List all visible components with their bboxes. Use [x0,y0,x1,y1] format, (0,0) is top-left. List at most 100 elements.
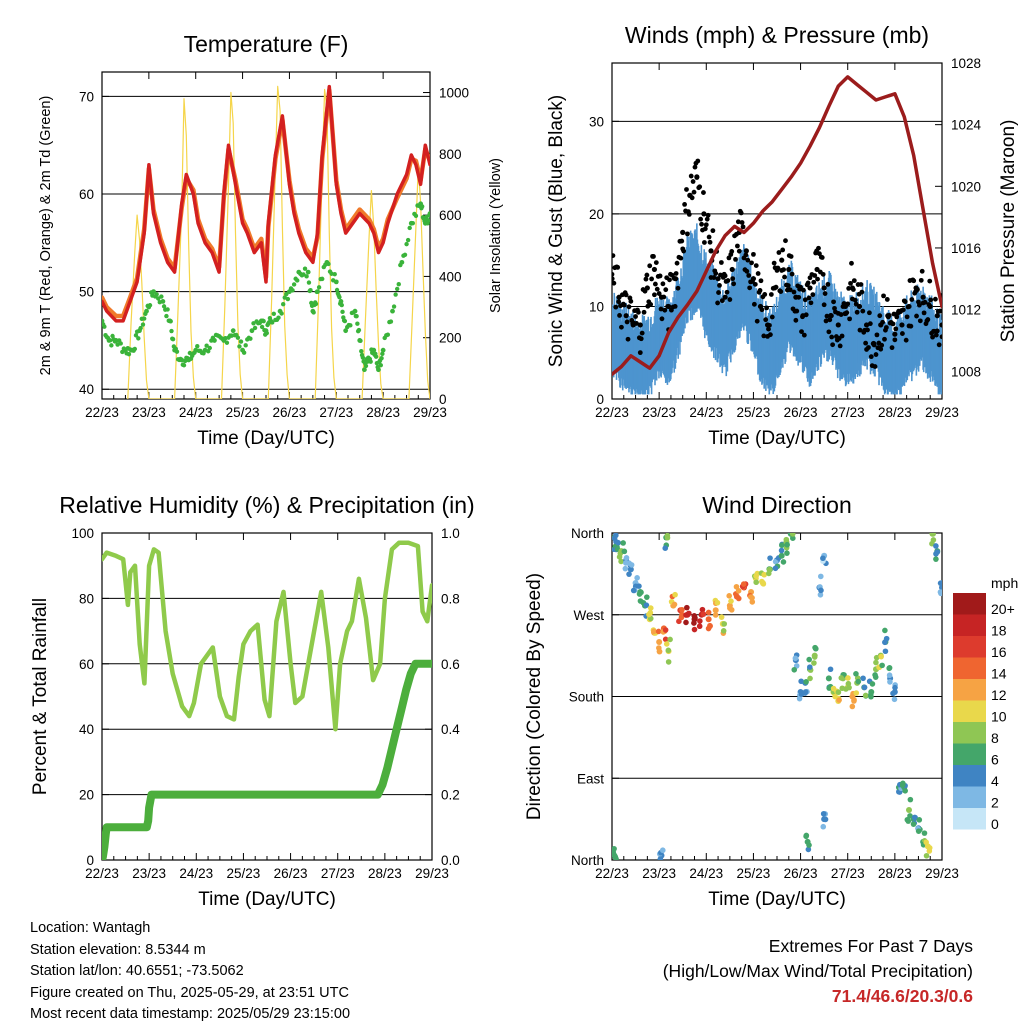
gust-point [657,273,663,279]
wind-direction-point [651,628,657,635]
y-tick-label: 20 [79,788,94,803]
y2-tick-label: 0.0 [441,853,460,868]
x-tick-label: 29/23 [415,866,449,881]
wind-direction-point [728,607,735,613]
y2-tick-label: 0.6 [441,657,460,672]
wind-direction-point [778,552,785,559]
x-tick-label: 24/23 [689,866,723,881]
dewpoint-point [170,337,176,342]
wind-direction-point [644,594,650,600]
gust-point [786,266,792,273]
gust-point [781,267,786,272]
wind-direction-point [636,583,642,589]
y-tick-label: West [573,608,604,623]
wind-direction-point [678,614,685,621]
legend-swatch [953,614,986,636]
wind-direction-point [647,605,654,611]
wind-direction-point [700,611,707,617]
legend-label: 20+ [991,601,1015,617]
gust-point [933,296,938,302]
gust-point [612,253,616,259]
y2-tick-label: 1020 [951,179,981,194]
gust-point [780,247,786,253]
gust-point [651,266,658,273]
gust-point [900,331,905,336]
wind-direction-point [784,550,790,556]
dewpoint-point [413,213,419,219]
dewpoint-point [395,286,400,292]
dewpoint-point [355,321,360,326]
gust-point [939,322,942,328]
y2-axis-label: Station Pressure (Maroon) [998,120,1019,343]
gust-point [736,248,742,254]
dewpoint-point [133,333,139,338]
wind-direction-point [772,558,779,565]
wind-direction-point [923,852,930,859]
extremes-heading: Extremes For Past 7 Days [768,936,973,956]
dewpoint-point [241,350,247,355]
wind-direction-point [772,565,779,572]
gust-point [624,319,630,325]
gust-point [850,287,856,292]
gust-point [672,303,678,309]
gust-point [678,255,684,261]
gust-point [878,346,884,352]
plot-frame [611,532,943,861]
legend-label: 12 [991,687,1007,703]
x-tick-label: 29/23 [413,405,447,420]
legend-label: 8 [991,730,999,746]
gust-point [739,220,745,225]
gust-point [822,291,828,296]
gust-point [917,318,923,324]
gust-point [747,285,753,291]
y2-tick-label: 1008 [951,364,981,379]
wind-direction-point [684,604,690,611]
x-tick-label: 24/23 [179,405,213,420]
wind-direction-point [803,679,809,685]
legend-label: 0 [991,816,999,832]
gust-point [706,234,712,240]
gust-point [783,238,788,244]
y-tick-label: 60 [79,657,94,672]
wind-direction-point [883,635,890,642]
gust-point [730,276,736,282]
gust-point [852,297,858,303]
chart-title: Wind Direction [702,492,852,518]
wind-direction-point [676,618,682,625]
gust-point [679,238,685,244]
y2-tick-label: 1012 [951,303,981,318]
dewpoint-point [164,313,169,319]
x-tick-label: 27/23 [831,405,865,420]
x-tick-label: 28/23 [878,405,912,420]
wind-direction-point [805,846,812,853]
gust-point [768,292,774,297]
gust-point [771,260,777,266]
legend-swatch [953,765,986,787]
y2-tick-label: 0 [439,392,447,407]
gust-point [615,264,621,270]
y2-tick-label: 0.8 [441,591,460,606]
gust-point [892,331,898,337]
dewpoint-point [237,344,242,349]
gust-point [717,282,722,288]
gust-point [789,271,795,277]
gust-point [934,328,940,334]
gust-point [893,326,899,332]
wind-direction-point [861,684,868,691]
gust-point [711,275,717,280]
gust-point [927,278,933,284]
x-axis-label: Time (Day/UTC) [708,889,846,910]
gust-point [766,326,771,332]
gust-point [761,333,767,339]
gust-point [769,314,775,320]
gust-point [805,280,811,286]
gust-point [831,299,836,305]
wind-direction-point [792,655,799,662]
gust-point [889,345,895,351]
gust-point [939,334,942,340]
wind-direction-point [643,602,650,608]
humidity-panel: 22/23 23/23 24/23 25/23 26/23 27/23 28/23 29/23… [30,492,475,910]
dewpoint-point [333,279,339,285]
wind-direction-point [696,623,703,630]
dewpoint-point [316,285,322,290]
